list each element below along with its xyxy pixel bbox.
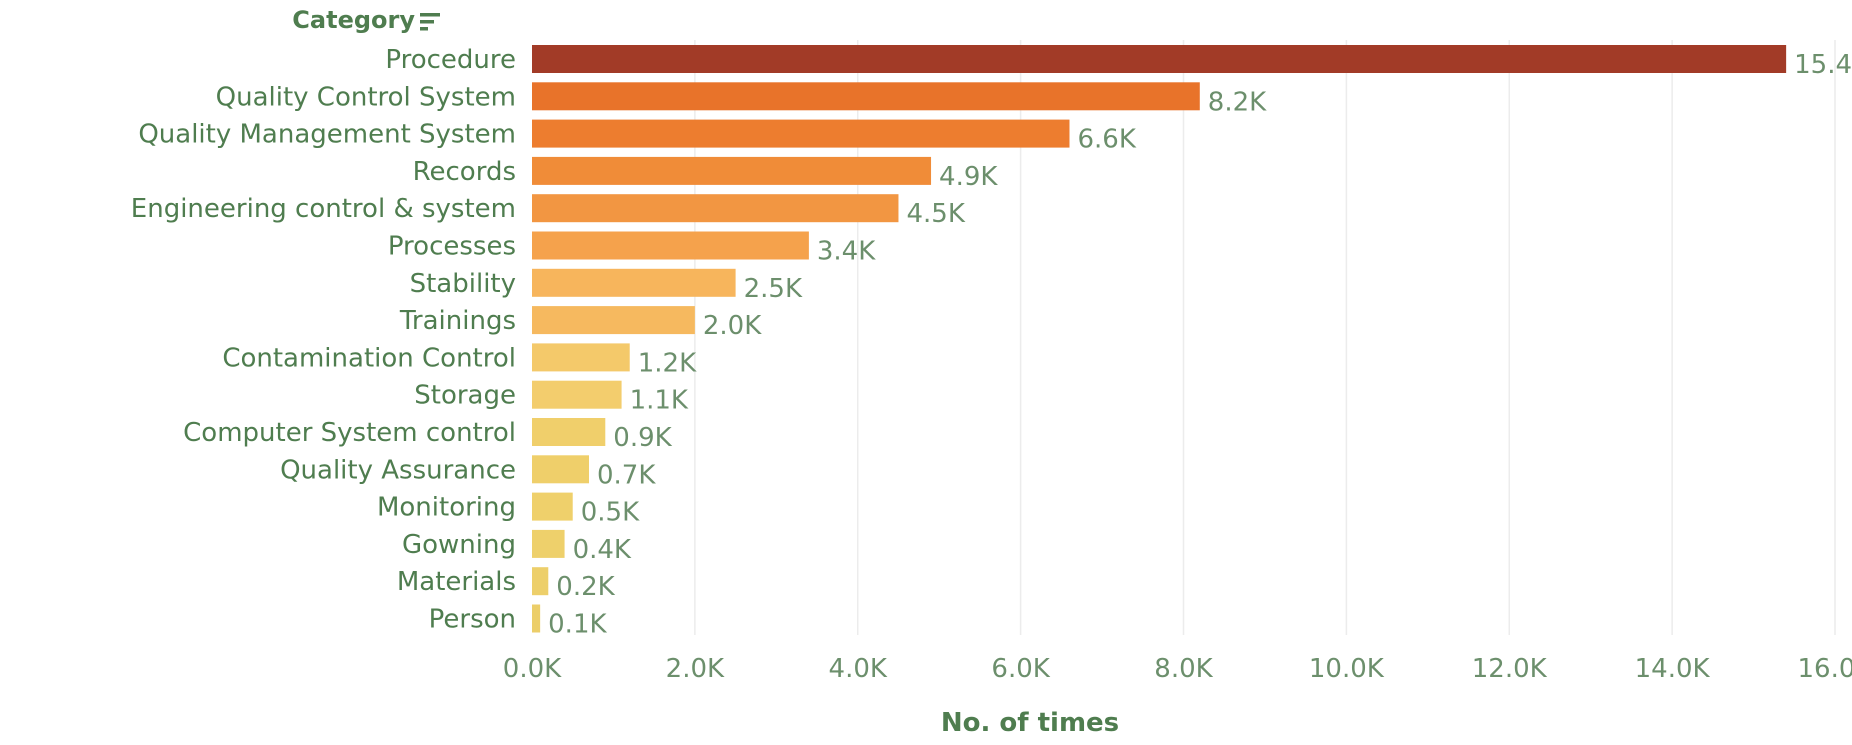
- bar[interactable]: [532, 82, 1200, 111]
- category-label: Quality Assurance: [280, 455, 516, 485]
- bar[interactable]: [532, 604, 541, 633]
- bar[interactable]: [532, 156, 932, 185]
- bar[interactable]: [532, 119, 1070, 148]
- sort-descending-icon[interactable]: [420, 13, 440, 31]
- x-tick-label: 12.0K: [1472, 654, 1548, 684]
- data-label: 0.2K: [556, 572, 615, 602]
- category-label: Materials: [397, 567, 516, 597]
- x-tick-label: 4.0K: [829, 654, 888, 684]
- bar[interactable]: [532, 529, 565, 558]
- bar[interactable]: [532, 380, 622, 409]
- data-label: 0.1K: [548, 610, 607, 640]
- bar[interactable]: [532, 45, 1787, 73]
- x-axis-tick-labels: 0.0K 2.0K 4.0K 6.0K 8.0K 10.0K 12.0K 14.0K 16.0K: [503, 654, 1852, 684]
- category-label: Quality Management System: [138, 120, 516, 150]
- value-labels: 15.4K 8.2K 6.6K 4.9K 4.5K 3.4K 2.5K 2.0K1.2K 1.1…: [548, 50, 1852, 640]
- data-label: 0.7K: [597, 460, 656, 490]
- category-label: Engineering control & system: [131, 194, 516, 224]
- category-label: Person: [429, 605, 516, 635]
- bar[interactable]: [532, 231, 809, 260]
- x-tick-label: 8.0K: [1154, 654, 1213, 684]
- bar[interactable]: [532, 306, 695, 335]
- category-header[interactable]: Category: [292, 6, 440, 34]
- x-tick-label: 10.0K: [1309, 654, 1385, 684]
- bar[interactable]: [532, 567, 549, 596]
- category-label: Trainings: [399, 306, 516, 336]
- x-tick-label: 0.0K: [503, 654, 562, 684]
- data-label: 0.9K: [613, 423, 672, 453]
- bar[interactable]: [532, 418, 606, 446]
- category-labels: Procedure Quality Control System Quality M…: [131, 45, 516, 635]
- category-label: Quality Control System: [216, 82, 516, 112]
- data-label: 4.9K: [939, 162, 998, 192]
- data-label: 8.2K: [1208, 87, 1267, 117]
- data-label: 1.1K: [630, 386, 689, 416]
- bar[interactable]: [532, 492, 573, 521]
- x-axis-title: No. of times: [941, 708, 1119, 738]
- category-label: Processes: [388, 232, 516, 262]
- category-label: Records: [413, 157, 516, 187]
- data-label: 0.4K: [573, 535, 632, 565]
- bar[interactable]: [532, 343, 630, 372]
- bar[interactable]: [532, 455, 590, 484]
- x-tick-label: 16.0K: [1798, 654, 1852, 684]
- data-label: 4.5K: [906, 199, 965, 229]
- bars: [532, 45, 1787, 633]
- category-header-label: Category: [292, 6, 415, 34]
- category-label: Contamination Control: [222, 343, 516, 373]
- data-label: 1.2K: [638, 348, 697, 378]
- bar[interactable]: [532, 194, 899, 223]
- category-label: Monitoring: [377, 493, 516, 523]
- data-label: 6.6K: [1077, 125, 1136, 155]
- x-tick-label: 14.0K: [1635, 654, 1711, 684]
- category-label: Computer System control: [183, 418, 516, 448]
- data-label: 15.4K: [1794, 50, 1852, 80]
- category-label: Storage: [414, 381, 516, 411]
- x-tick-label: 6.0K: [991, 654, 1050, 684]
- category-label: Gowning: [402, 530, 516, 560]
- data-label: 3.4K: [817, 237, 876, 267]
- category-label: Stability: [410, 269, 516, 299]
- data-label: 2.5K: [744, 274, 803, 304]
- x-tick-label: 2.0K: [666, 654, 725, 684]
- bar[interactable]: [532, 268, 736, 297]
- data-label: 0.5K: [581, 498, 640, 528]
- data-label: 2.0K: [703, 311, 762, 341]
- category-label: Procedure: [385, 45, 516, 75]
